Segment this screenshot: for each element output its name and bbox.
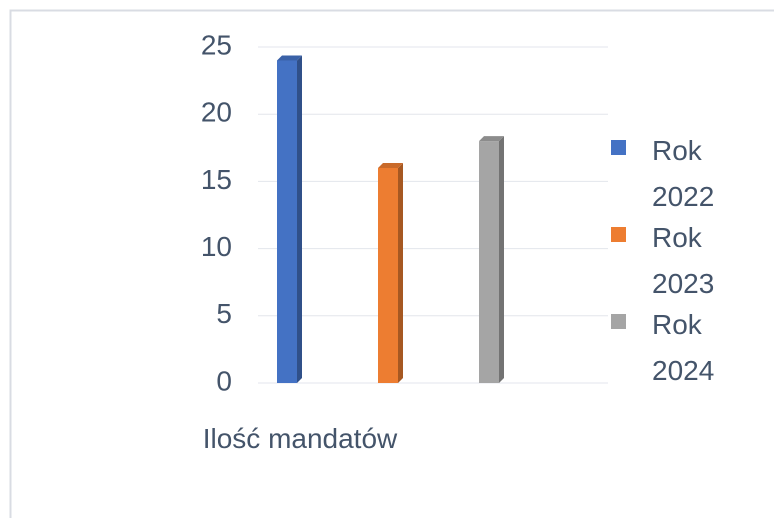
y-tick-label: 0: [216, 365, 232, 396]
bar-top: [277, 55, 302, 61]
bar-top: [479, 136, 504, 142]
chart-frame: [9, 9, 774, 518]
legend-label: Rok 2023: [652, 222, 715, 299]
legend-label: Rok 2022: [652, 135, 715, 212]
category-label: Ilość mandatów: [202, 423, 398, 454]
y-tick-label: 20: [201, 97, 232, 128]
legend-label: Rok 2024: [652, 309, 715, 386]
bar-side: [297, 55, 302, 383]
bar: [378, 167, 398, 383]
bar: [277, 60, 297, 383]
y-tick-label: 10: [201, 231, 232, 262]
legend-swatch: [611, 140, 626, 155]
bar-top: [378, 162, 403, 168]
y-tick-label: 5: [216, 298, 232, 329]
y-tick-label: 25: [201, 29, 232, 60]
legend-swatch: [611, 314, 626, 329]
bar-side: [499, 136, 504, 383]
legend-swatch: [611, 227, 626, 242]
y-tick-label: 15: [201, 164, 232, 195]
bar-side: [398, 162, 403, 383]
bar: [479, 141, 499, 383]
